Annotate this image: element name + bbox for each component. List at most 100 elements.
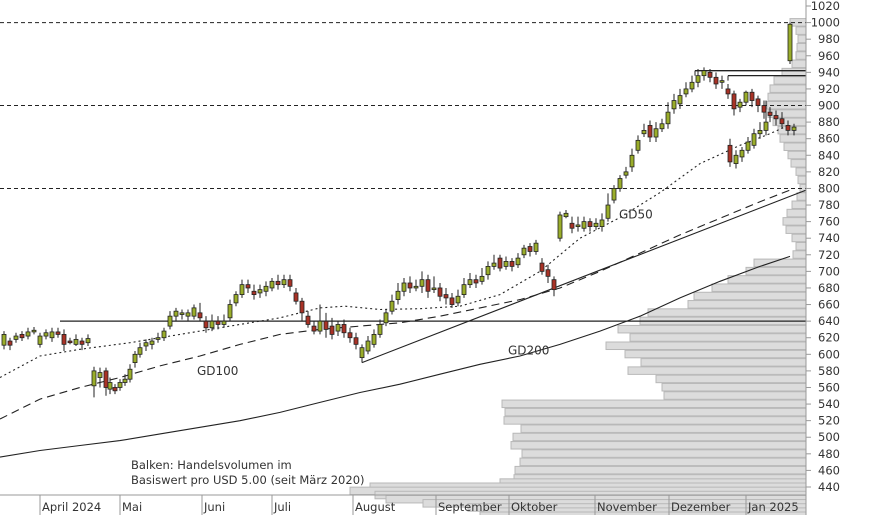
volume-note-line2: Basiswert pro USD 5.00 (seit März 2020): [131, 473, 365, 487]
candle-body: [377, 324, 383, 335]
candle-body: [122, 378, 128, 383]
candle-body: [515, 257, 521, 266]
candle-body: [31, 329, 37, 333]
candle-body: [79, 340, 85, 345]
y-tick-label: 480: [818, 447, 840, 461]
candle-body: [653, 128, 659, 138]
candle-body: [67, 340, 73, 344]
candle-body: [7, 340, 13, 346]
moving-average-lines: [0, 124, 791, 458]
volume-bar: [797, 34, 807, 44]
volume-bar: [503, 416, 807, 425]
candle-body: [647, 125, 653, 138]
y-tick-label: 1020: [811, 0, 840, 13]
volume-bar: [791, 200, 807, 210]
dashed-gridlines: [0, 22, 806, 189]
y-tick-label: 640: [818, 314, 840, 328]
y-tick-label: 660: [818, 298, 840, 312]
candle-body: [509, 261, 515, 267]
candle-body: [763, 121, 769, 131]
ma-label-gd200: GD200: [508, 343, 549, 357]
candle-body: [209, 320, 215, 329]
candle-body: [581, 221, 587, 229]
y-tick-label: 800: [818, 181, 840, 195]
candle-body: [443, 294, 449, 299]
candle-body: [761, 105, 767, 113]
ma-label-gd50: GD50: [619, 207, 653, 221]
candle-body: [539, 262, 545, 272]
candle-body: [269, 280, 275, 289]
candle-body: [727, 144, 733, 163]
candle-body: [347, 332, 353, 339]
candle-body: [245, 284, 251, 289]
y-tick-label: 860: [818, 132, 840, 146]
y-tick-label: 620: [818, 331, 840, 345]
y-tick-label: 940: [818, 65, 840, 79]
volume-bar: [617, 324, 807, 334]
candle-body: [197, 312, 203, 319]
candle-body: [593, 222, 599, 227]
volume-bar: [727, 275, 807, 284]
candle-body: [371, 334, 377, 345]
candle-body: [215, 320, 221, 325]
candle-body: [605, 204, 611, 219]
candle-body: [137, 347, 143, 355]
candle-body: [359, 347, 365, 359]
volume-bar: [711, 283, 807, 292]
y-tick-label: 840: [818, 148, 840, 162]
candle-body: [623, 171, 629, 176]
candle-body: [19, 334, 25, 339]
y-tick-label: 700: [818, 264, 840, 278]
candle-body: [437, 287, 443, 297]
candle-body: [467, 279, 473, 286]
candle-body: [167, 315, 173, 327]
candle-body: [317, 320, 323, 332]
candle-body: [745, 141, 751, 151]
x-tick-label: Oktober: [511, 500, 558, 514]
y-tick-label: 580: [818, 364, 840, 378]
horizontal-support-lines: [60, 70, 807, 364]
volume-bar: [519, 457, 807, 467]
candle-body: [791, 126, 797, 131]
candle-body: [641, 129, 647, 135]
y-axis: 440 460 480 500 520 540 560 580 600 620 640 660 680 7…: [805, 0, 840, 515]
candle-body: [425, 279, 431, 292]
candle-body: [695, 75, 701, 83]
volume-bar: [795, 51, 807, 60]
candle-body: [449, 297, 455, 305]
candle-body: [305, 315, 311, 325]
candle-body: [287, 279, 293, 287]
candle-body: [755, 98, 761, 106]
candle-body: [749, 91, 755, 101]
volume-bar: [640, 358, 807, 367]
volume-note: Balken: Handelsvolumen im Basiswert pro …: [131, 458, 365, 488]
candle-body: [132, 353, 138, 363]
volume-bar: [791, 59, 807, 69]
candle-body: [341, 324, 347, 334]
candle-body: [491, 262, 497, 267]
candle-body: [365, 340, 371, 352]
ma-line-gd100: [0, 189, 791, 420]
volume-profile-bars: [349, 18, 807, 515]
y-tick-label: 680: [818, 281, 840, 295]
y-tick-label: 460: [818, 463, 840, 477]
candle-body: [629, 154, 635, 168]
candle-body: [43, 332, 49, 337]
volume-bar: [795, 241, 807, 251]
candle-body: [191, 307, 197, 317]
candle-body: [689, 81, 695, 90]
candle-body: [461, 284, 467, 295]
candle-body: [401, 282, 407, 292]
candle-body: [73, 338, 79, 345]
candle-body: [117, 382, 123, 388]
candle-body: [1, 334, 7, 346]
candle-body: [701, 70, 707, 77]
volume-bar: [791, 233, 807, 243]
candle-body: [311, 325, 317, 332]
x-tick-label: September: [438, 500, 502, 514]
candle-body: [731, 93, 737, 110]
candle-body: [263, 285, 269, 292]
candle-body: [173, 310, 179, 317]
y-tick-label: 540: [818, 397, 840, 411]
candle-body: [49, 331, 55, 339]
